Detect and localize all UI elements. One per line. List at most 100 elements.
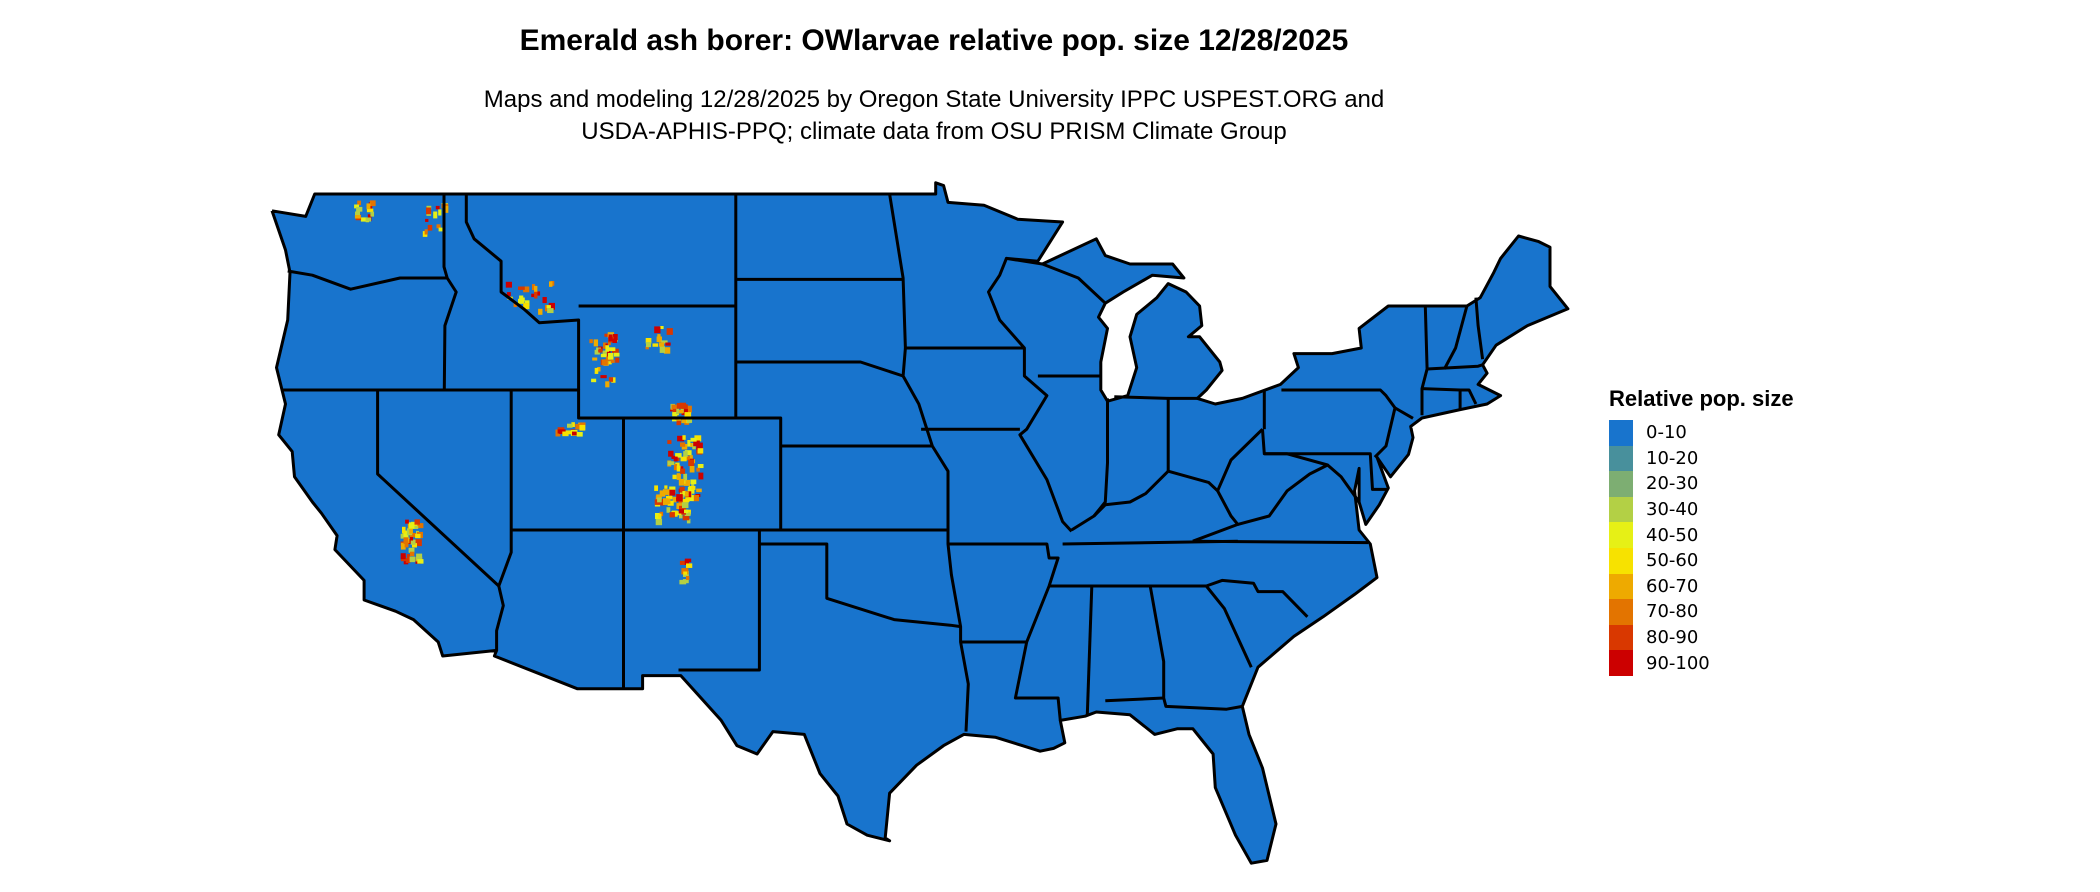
hotspot-cell xyxy=(690,437,697,442)
hotspot-cell xyxy=(444,206,449,213)
hotspot-cell xyxy=(400,542,406,550)
hotspot-cell xyxy=(433,211,438,219)
legend-swatch xyxy=(1609,471,1633,497)
legend-swatch xyxy=(1609,573,1633,600)
hotspot-cell xyxy=(608,377,614,382)
hotspot-cell xyxy=(548,302,555,310)
hotspot-cell xyxy=(685,497,690,502)
state-border xyxy=(442,194,458,391)
hotspot-cell xyxy=(424,229,428,235)
hotspot-cell xyxy=(505,281,512,288)
hotspot-cell xyxy=(657,334,661,339)
hotspot-cell xyxy=(611,348,619,353)
legend-label: 0-10 xyxy=(1646,422,1687,444)
hotspot-cell xyxy=(678,478,685,486)
legend-label: 80-90 xyxy=(1646,627,1699,649)
hotspot-cell xyxy=(366,208,374,213)
state-border xyxy=(1394,406,1414,420)
hotspot-cell xyxy=(690,443,694,448)
state-border xyxy=(1474,297,1485,360)
hotspot-cell xyxy=(598,348,603,353)
state-border xyxy=(1205,585,1253,668)
hotspot-cell xyxy=(679,486,685,493)
state-border xyxy=(623,416,783,530)
hotspot-cell xyxy=(355,211,361,216)
legend-title: Relative pop. size xyxy=(1609,386,1794,411)
hotspot-cell xyxy=(356,206,363,212)
hotspot-cell xyxy=(357,200,362,206)
hotspot-cell xyxy=(691,483,695,488)
hotspot-cell xyxy=(697,464,704,469)
hotspot-cell xyxy=(606,361,612,365)
legend-swatch xyxy=(1609,496,1633,523)
hotspot-cell xyxy=(360,217,368,222)
hotspot-cell xyxy=(612,338,618,344)
hotspot-cell xyxy=(604,333,609,337)
hotspot-cell xyxy=(654,326,661,334)
hotspot-cell xyxy=(658,513,662,519)
hotspot-cell xyxy=(607,353,614,360)
hotspot-cell xyxy=(645,346,649,350)
legend-label: 70-80 xyxy=(1646,601,1699,623)
hotspot-cell xyxy=(669,512,675,518)
hotspot-cell xyxy=(686,518,691,524)
hotspot-cell xyxy=(678,509,685,514)
legend-item: 20-30 xyxy=(1609,471,1794,497)
hotspot-cell xyxy=(600,375,607,379)
hotspot-cell xyxy=(409,532,416,538)
state-border xyxy=(283,388,624,420)
hotspot-cell xyxy=(681,568,689,575)
subtitle-line-1: Maps and modeling 12/28/2025 by Oregon S… xyxy=(483,86,1385,113)
hotspot-cell xyxy=(523,286,530,293)
hotspot-cell xyxy=(667,500,674,506)
hotspot-cell xyxy=(677,435,685,442)
hotspot-cell xyxy=(696,488,702,493)
legend-item: 10-20 xyxy=(1609,445,1794,472)
state-border xyxy=(1114,395,1169,400)
hotspot-cell xyxy=(657,497,662,503)
hotspot-cell xyxy=(678,409,684,414)
hotspot-cell xyxy=(410,537,414,541)
hotspot-cell xyxy=(680,468,686,474)
hotspot-cell xyxy=(679,402,687,409)
hotspot-cell xyxy=(615,357,620,363)
hotspot-cell xyxy=(538,308,543,315)
hotspot-cell xyxy=(438,209,442,216)
legend-item: 30-40 xyxy=(1609,496,1794,523)
hotspot-cell xyxy=(576,432,583,437)
state-border xyxy=(1443,305,1469,370)
hotspot-cell xyxy=(546,305,551,309)
hotspot-cell xyxy=(677,466,684,471)
hotspot-cell xyxy=(534,285,538,293)
hotspot-cell xyxy=(686,563,693,568)
hotspot-cell xyxy=(658,342,665,347)
hotspot-cell xyxy=(682,515,690,521)
hotspot-cell xyxy=(594,367,599,374)
hotspot-cell xyxy=(684,412,692,417)
hotspot-cell xyxy=(425,218,429,222)
state-border xyxy=(1427,363,1484,371)
hotspot-cell xyxy=(415,539,422,547)
hotspot-cell xyxy=(666,495,673,500)
state-border xyxy=(1326,463,1361,503)
hotspot-cell xyxy=(605,345,610,352)
hotspot-cell xyxy=(436,224,441,229)
hotspot-cell xyxy=(672,408,677,412)
hotspot-cell xyxy=(672,412,677,417)
subtitle-line-2: USDA-APHIS-PPQ; climate data from OSU PR… xyxy=(581,118,1287,145)
hotspot-cell xyxy=(607,341,611,346)
hotspot-cell xyxy=(694,435,702,442)
hotspot-cell xyxy=(665,342,671,346)
hotspot-cell xyxy=(572,431,577,436)
hotspot-cell xyxy=(696,467,700,472)
legend-swatch xyxy=(1609,522,1633,548)
hotspot-cell xyxy=(693,440,700,447)
hotspot-cell xyxy=(403,537,409,544)
hotspot-cell xyxy=(684,509,689,514)
hotspot-cell xyxy=(402,526,406,534)
legend-swatch xyxy=(1609,547,1633,574)
hotspot-cell xyxy=(438,227,443,232)
hotspot-cell xyxy=(597,367,601,372)
hotspot-cell xyxy=(370,211,375,217)
state-border xyxy=(1420,305,1429,416)
